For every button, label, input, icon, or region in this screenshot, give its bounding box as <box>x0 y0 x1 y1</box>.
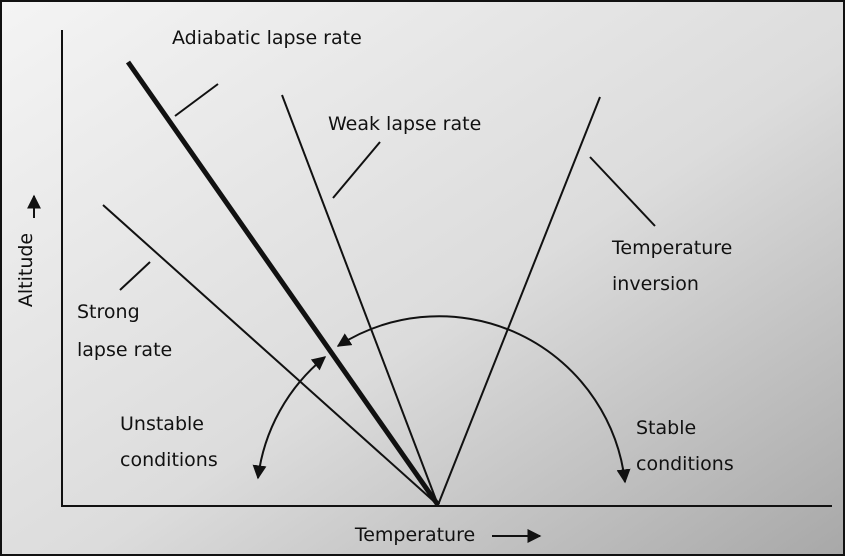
x-axis-label: Temperature <box>354 524 475 546</box>
stable-arc <box>336 315 631 484</box>
unstable-arc <box>252 356 327 480</box>
region-label: Stable <box>636 417 696 439</box>
line-label: lapse rate <box>77 339 172 361</box>
leader <box>119 261 151 291</box>
line-label: Temperature <box>611 237 732 259</box>
y-axis-label: Altitude <box>15 233 37 307</box>
leader <box>332 141 381 199</box>
line-label: Strong <box>77 301 140 323</box>
region-label: conditions <box>120 449 218 471</box>
line-label: Adiabatic lapse rate <box>172 27 362 49</box>
leader <box>589 156 656 227</box>
leader <box>174 83 219 117</box>
region-label: Unstable <box>120 413 204 435</box>
line-label: Weak lapse rate <box>328 113 481 135</box>
line-label: inversion <box>612 273 699 295</box>
region-label: conditions <box>636 453 734 475</box>
